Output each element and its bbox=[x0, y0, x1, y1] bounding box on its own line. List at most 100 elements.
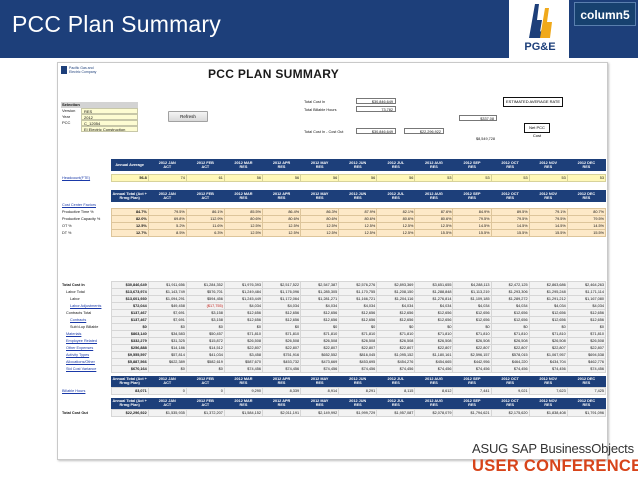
month-label: 2012 FEB bbox=[196, 191, 214, 196]
selection-value[interactable]: 2012 bbox=[81, 114, 138, 120]
selection-value[interactable]: C_12054 bbox=[81, 120, 138, 126]
version-label: RES bbox=[353, 403, 362, 408]
month-value-cell: 9,021 bbox=[490, 387, 530, 395]
sheet-title: PCC PLAN SUMMARY bbox=[208, 67, 340, 81]
row-label[interactable]: Other Expenses bbox=[66, 346, 94, 350]
month-header: 2012 DEC RES bbox=[567, 397, 606, 410]
month-value-cell: 86.1% bbox=[185, 207, 225, 216]
annual-value-cell: $13,673,974 bbox=[110, 288, 149, 296]
month-value-cell: 14.5% bbox=[452, 221, 492, 230]
month-value-cell: $71,810 bbox=[223, 330, 264, 338]
month-value-cell: $622,389 bbox=[147, 358, 187, 366]
row-label[interactable]: Headcount(FTE) bbox=[62, 175, 91, 180]
month-value-cell: $1,289,272 bbox=[490, 295, 530, 303]
row-label[interactable]: Activity Types bbox=[66, 353, 90, 357]
version-label: RES bbox=[391, 381, 400, 386]
month-value-cell: 15.5% bbox=[452, 228, 492, 237]
header-first-column: Annual Average bbox=[111, 159, 149, 171]
month-value-cell: $22,807 bbox=[223, 344, 264, 352]
month-value-cell: $12,656 bbox=[376, 316, 416, 324]
selection-row: PCC C_12054 bbox=[61, 120, 138, 126]
month-value-cell: $3,651,655 bbox=[414, 281, 454, 289]
month-value-cell: $1,170,755 bbox=[338, 288, 378, 296]
version-label: RES bbox=[544, 403, 553, 408]
row-label[interactable]: Cost Center Factors bbox=[62, 203, 96, 207]
month-value-cell: 6.3% bbox=[185, 228, 225, 237]
month-value-cell: $1,171,114 bbox=[566, 288, 607, 296]
version-label: RES bbox=[430, 381, 438, 386]
version-label: RES bbox=[430, 165, 438, 169]
row-label[interactable]: Labor Adjustments bbox=[70, 304, 102, 308]
month-label: 2012 MAR bbox=[234, 160, 253, 165]
month-label: 2012 JUN bbox=[349, 160, 367, 165]
selection-value[interactable]: El Electric Construction bbox=[81, 126, 138, 132]
row-label[interactable]: Allocations/Other bbox=[66, 360, 95, 364]
month-label: 2012 OCT bbox=[501, 376, 519, 381]
annual-value-cell: $332,279 bbox=[110, 337, 149, 345]
version-label: RES bbox=[544, 196, 553, 200]
month-value-cell: 79.1% bbox=[528, 207, 568, 216]
month-value-cell: $71,810 bbox=[414, 330, 454, 338]
annual-value-cell: $0 bbox=[110, 323, 149, 331]
version-label: RES bbox=[353, 381, 362, 386]
month-value-cell: 82.1% bbox=[376, 207, 416, 216]
month-value-cell: $454,665 bbox=[414, 358, 454, 366]
month-header: 2012 AUG RES bbox=[414, 190, 453, 202]
month-value-cell: $0 bbox=[223, 323, 264, 331]
month-value-cell: $22,807 bbox=[452, 344, 492, 352]
row-label: Total Cost In bbox=[62, 283, 85, 287]
header-first-column: Annual Total (Act + Rrmg Plan) bbox=[111, 397, 149, 410]
month-value-cell: 87.6% bbox=[414, 207, 454, 216]
row-label[interactable]: Contracts bbox=[70, 318, 87, 322]
month-value-cell: $0 bbox=[490, 323, 530, 331]
month-value-cell: $454,276 bbox=[376, 358, 416, 366]
month-value-cell: $71,810 bbox=[376, 330, 416, 338]
month-label: 2012 AUG bbox=[425, 160, 443, 165]
month-header: 2012 JUN RES bbox=[338, 159, 377, 171]
pge-logo: PG&E bbox=[509, 0, 569, 58]
version-label: RES bbox=[468, 381, 476, 386]
month-header: 2012 DEC RES bbox=[567, 375, 606, 388]
month-header: 2012 APR RES bbox=[262, 375, 301, 388]
row-label[interactable]: Materials bbox=[66, 332, 82, 336]
month-value-cell: 12.5% bbox=[261, 228, 302, 237]
month-value-cell: 12.5% bbox=[338, 228, 378, 237]
row-label: DT % bbox=[62, 230, 72, 235]
version-label: ACT bbox=[201, 165, 210, 169]
month-value-cell: 15.5% bbox=[566, 228, 607, 237]
version-label: RES bbox=[430, 403, 438, 408]
month-value-cell: $1,791,096 bbox=[566, 409, 607, 417]
month-label: 2012 JUL bbox=[387, 191, 405, 196]
version-label: RES bbox=[582, 403, 591, 408]
month-label: 2012 APR bbox=[272, 191, 291, 196]
month-header: 2012 JUN RES bbox=[338, 375, 377, 388]
row-label[interactable]: Employee Related bbox=[66, 339, 98, 343]
month-value-cell: $2,078,079 bbox=[414, 409, 454, 417]
month-value-cell: $31,325 bbox=[147, 337, 187, 345]
month-value-cell: $462,776 bbox=[566, 358, 607, 366]
month-value-cell: $3,158 bbox=[185, 316, 225, 324]
month-value-cell: 86.4% bbox=[261, 207, 302, 216]
month-value-cell: $12,656 bbox=[414, 309, 454, 317]
version-label: ACT bbox=[201, 403, 210, 408]
row-label[interactable]: Std Cost Variance bbox=[66, 367, 97, 371]
version-label: RES bbox=[506, 403, 515, 408]
month-value-cell: $71,810 bbox=[261, 330, 302, 338]
month-value-cell: $7,691 bbox=[147, 309, 187, 317]
refresh-button[interactable]: Refresh bbox=[168, 111, 208, 122]
version-label: RES bbox=[315, 403, 324, 408]
month-value-cell: 53 bbox=[414, 173, 454, 182]
month-value-cell: $12,656 bbox=[566, 309, 607, 317]
month-value-cell: 74 bbox=[147, 173, 187, 182]
selection-key: Year bbox=[62, 114, 71, 119]
month-value-cell: $22,807 bbox=[300, 344, 340, 352]
month-header: 2012 SEP RES bbox=[452, 397, 492, 410]
version-label: RES bbox=[239, 196, 248, 200]
total-cost-out-row: Total Cost Out $22,296,922 $1,535,935 $1,37… bbox=[61, 409, 607, 417]
month-value-cell: 53 bbox=[528, 173, 568, 182]
row-label[interactable]: Billable Hours bbox=[62, 389, 86, 393]
selection-value[interactable]: RES bbox=[81, 108, 138, 114]
month-value-cell: 87.9% bbox=[338, 207, 378, 216]
month-value-cell: $0 bbox=[300, 323, 340, 331]
month-label: 2012 NOV bbox=[539, 398, 558, 403]
